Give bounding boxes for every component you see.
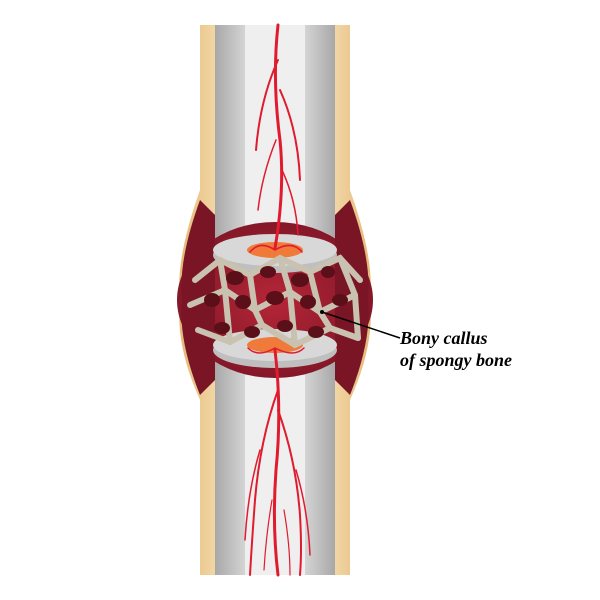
label-line2: of spongy bone [400, 350, 512, 372]
callus-label: Bony callus of spongy bone [400, 328, 512, 371]
pointer-dot [320, 310, 324, 314]
bone-svg [0, 0, 600, 600]
bone-healing-diagram: Bony callus of spongy bone [0, 0, 600, 600]
label-line1: Bony callus [400, 328, 512, 350]
